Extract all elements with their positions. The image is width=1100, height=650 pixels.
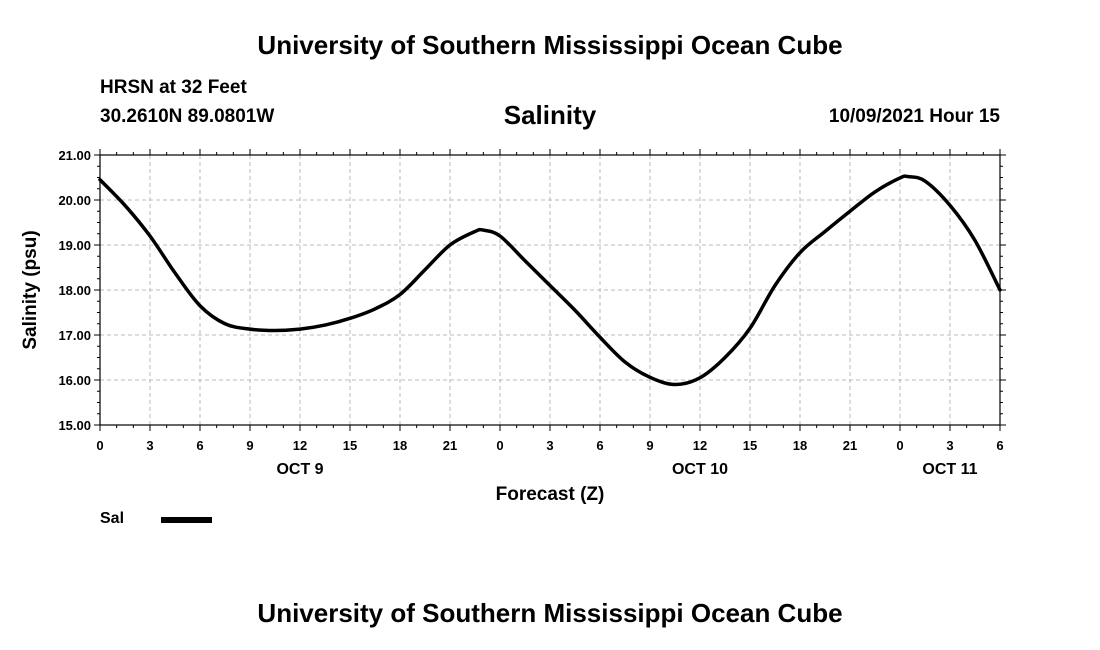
x-tick-label: 21 xyxy=(843,438,857,453)
labels-layer: 15.00 16.00 17.00 18.00 19.00 20.00 21.00 0 3 6 9 1… xyxy=(58,148,1003,478)
x-tick-label: 6 xyxy=(196,438,203,453)
x-tick-label: 6 xyxy=(596,438,603,453)
legend-swatch xyxy=(161,517,212,523)
x-tick-label: 12 xyxy=(293,438,307,453)
x-tick-label: 21 xyxy=(443,438,457,453)
day-label: OCT 10 xyxy=(672,461,728,478)
y-tick-label: 15.00 xyxy=(58,418,91,433)
y-tick-label: 21.00 xyxy=(58,148,91,163)
chart-top-title: University of Southern Mississippi Ocean… xyxy=(257,30,843,60)
y-tick-label: 18.00 xyxy=(58,283,91,298)
x-tick-label: 9 xyxy=(646,438,653,453)
y-tick-label: 19.00 xyxy=(58,238,91,253)
x-tick-label: 3 xyxy=(946,438,953,453)
x-tick-label: 6 xyxy=(996,438,1003,453)
day-label: OCT 11 xyxy=(922,461,977,478)
y-tick-label: 16.00 xyxy=(58,373,91,388)
x-tick-label: 9 xyxy=(246,438,253,453)
x-tick-label: 3 xyxy=(546,438,553,453)
coordinates-label: 30.2610N 89.0801W xyxy=(100,106,275,127)
y-tick-label: 17.00 xyxy=(58,328,91,343)
plot-frame xyxy=(99,154,1001,426)
salinity-series-line xyxy=(98,174,1002,387)
x-tick-label: 18 xyxy=(393,438,407,453)
series-layer xyxy=(98,174,1002,387)
x-axis-label: Forecast (Z) xyxy=(496,484,605,505)
x-tick-label: 18 xyxy=(793,438,807,453)
x-tick-label: 15 xyxy=(343,438,357,453)
chart-bottom-title: University of Southern Mississippi Ocean… xyxy=(257,598,843,628)
day-label: OCT 9 xyxy=(276,461,323,478)
x-tick-label: 0 xyxy=(496,438,503,453)
station-label: HRSN at 32 Feet xyxy=(100,77,247,98)
y-tick-label: 20.00 xyxy=(58,193,91,208)
chart-title: Salinity xyxy=(503,100,597,130)
legend-label: Sal xyxy=(100,510,125,527)
x-tick-label: 12 xyxy=(693,438,707,453)
grid-layer xyxy=(100,155,1000,425)
x-tick-label: 0 xyxy=(96,438,103,453)
y-axis-label: Salinity (psu) xyxy=(20,230,41,349)
x-tick-label: 3 xyxy=(146,438,153,453)
datetime-label: 10/09/2021 Hour 15 xyxy=(828,106,1000,127)
x-tick-label: 0 xyxy=(896,438,903,453)
x-tick-label: 15 xyxy=(743,438,757,453)
